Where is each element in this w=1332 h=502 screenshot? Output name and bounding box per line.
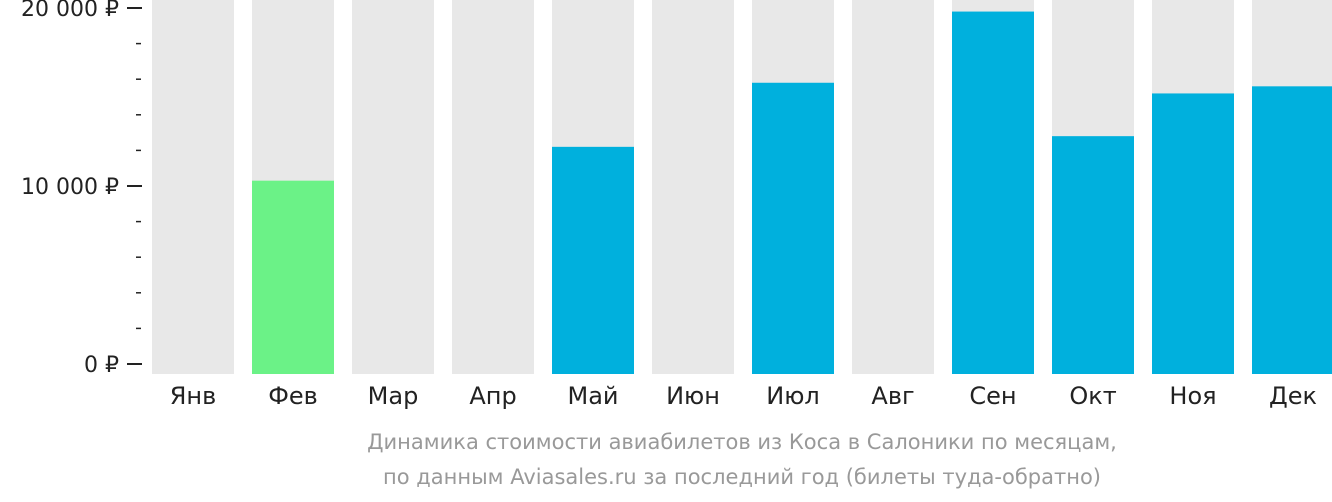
x-tick-label: Янв: [170, 382, 217, 410]
x-tick-label: Авг: [871, 382, 914, 410]
x-tick-label: Июл: [766, 382, 820, 410]
bar-9: [952, 11, 1034, 375]
x-tick-label: Май: [567, 382, 618, 410]
background-column: [352, 0, 434, 374]
x-tick-label: Фев: [268, 382, 318, 410]
background-column: [652, 0, 734, 374]
chart-caption-line-2: по данным Aviasales.ru за последний год …: [383, 465, 1101, 489]
price-bar-chart: 0 ₽ 10 000 ₽ 20 000 ₽ Янв Фев Мар Апр Май Июн Июл…: [21, 0, 1332, 410]
bar-11: [1152, 93, 1234, 374]
x-tick-label: Ноя: [1169, 382, 1216, 410]
y-tick-label: 20 000 ₽: [21, 0, 119, 22]
background-column: [852, 0, 934, 374]
x-tick-label: Мар: [368, 382, 419, 410]
x-tick-label: Сен: [969, 382, 1016, 410]
x-tick-label: Окт: [1069, 382, 1116, 410]
bar-10: [1052, 136, 1134, 374]
bar-5: [552, 146, 634, 374]
chart-caption-line-1: Динамика стоимости авиабилетов из Коса в…: [367, 430, 1117, 454]
x-tick-label: Июн: [666, 382, 720, 410]
x-tick-label: Дек: [1269, 382, 1317, 410]
background-column: [152, 0, 234, 374]
y-tick-label: 0 ₽: [84, 353, 119, 378]
bar-12: [1252, 86, 1332, 374]
bar-2: [252, 180, 334, 374]
bar-7: [752, 82, 834, 374]
background-column: [452, 0, 534, 374]
x-tick-label: Апр: [469, 382, 516, 410]
y-tick-label: 10 000 ₽: [21, 175, 119, 200]
